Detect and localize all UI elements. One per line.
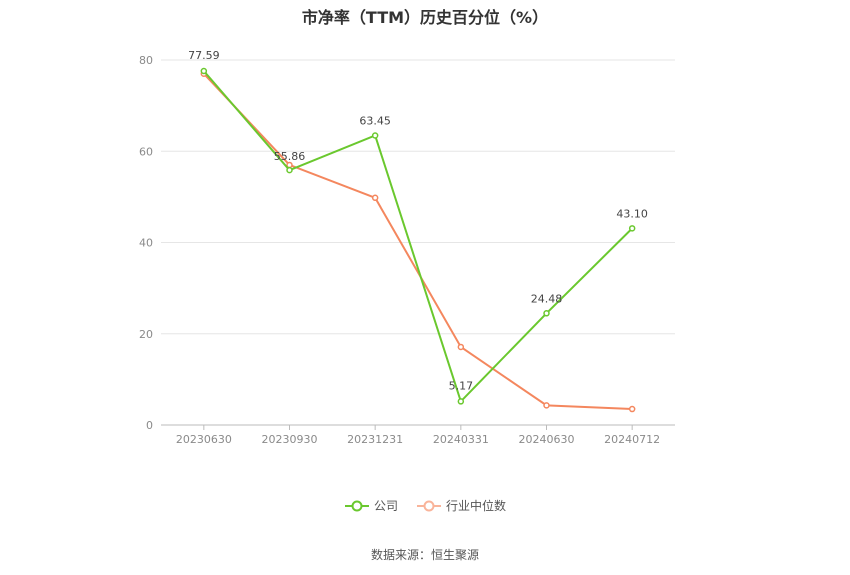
data-labels: 77.59 55.86 63.45 5.17 24.48 43.10 <box>188 49 648 392</box>
chart-title: 市净率（TTM）历史百分位（%） <box>301 8 549 27</box>
y-tick-label: 40 <box>139 237 153 250</box>
legend-label-industry: 行业中位数 <box>446 499 507 513</box>
x-tick-label: 20230930 <box>262 433 318 446</box>
data-point-company[interactable] <box>371 132 379 139</box>
x-tick-label: 20231231 <box>347 433 403 446</box>
data-point-company[interactable] <box>286 166 293 174</box>
legend-industry-marker-icon <box>417 500 441 511</box>
data-point-industry[interactable] <box>457 343 465 351</box>
x-tick-label: 20240630 <box>519 433 575 446</box>
data-point-company[interactable] <box>457 398 465 405</box>
y-tick-label: 0 <box>146 419 153 432</box>
series-line-industry <box>203 73 633 411</box>
y-tick-label: 60 <box>139 145 153 158</box>
legend-company-marker-icon <box>344 500 369 511</box>
data-point-industry[interactable] <box>371 194 379 202</box>
grid-lines <box>161 59 675 335</box>
data-label-company: 43.10 <box>616 207 648 220</box>
legend-item-industry[interactable]: 行业中位数 <box>416 497 506 514</box>
data-point-industry[interactable] <box>628 405 636 413</box>
data-point-company[interactable] <box>628 225 636 232</box>
legend-label-company: 公司 <box>373 499 398 513</box>
legend: 公司 行业中位数 <box>0 497 850 514</box>
x-tick-label: 20230630 <box>176 433 232 446</box>
x-axis: 20230630 20230930 20231231 20240331 20240630… <box>161 424 675 446</box>
data-label-company: 63.45 <box>359 115 391 128</box>
legend-item-company[interactable]: 公司 <box>344 497 398 514</box>
data-source: 数据来源：恒生聚源 <box>370 548 479 562</box>
y-axis-ticks: 0 20 40 60 80 <box>139 54 153 432</box>
data-label-company: 5.17 <box>449 379 474 392</box>
x-tick-label: 20240331 <box>433 433 489 446</box>
data-point-company[interactable] <box>543 310 550 317</box>
y-tick-label: 80 <box>139 54 153 67</box>
x-tick-label: 20240712 <box>604 433 660 446</box>
data-point-company[interactable] <box>200 67 208 75</box>
data-label-company: 77.59 <box>188 49 220 62</box>
line-chart: 0 20 40 60 80 20230630 20230930 20231231 202403… <box>139 49 675 446</box>
y-tick-label: 20 <box>139 328 153 341</box>
data-label-company: 24.48 <box>531 292 563 305</box>
data-point-industry[interactable] <box>543 402 550 409</box>
data-label-company: 55.86 <box>274 150 306 163</box>
series-lines <box>200 67 636 413</box>
series-line-company <box>203 70 633 404</box>
